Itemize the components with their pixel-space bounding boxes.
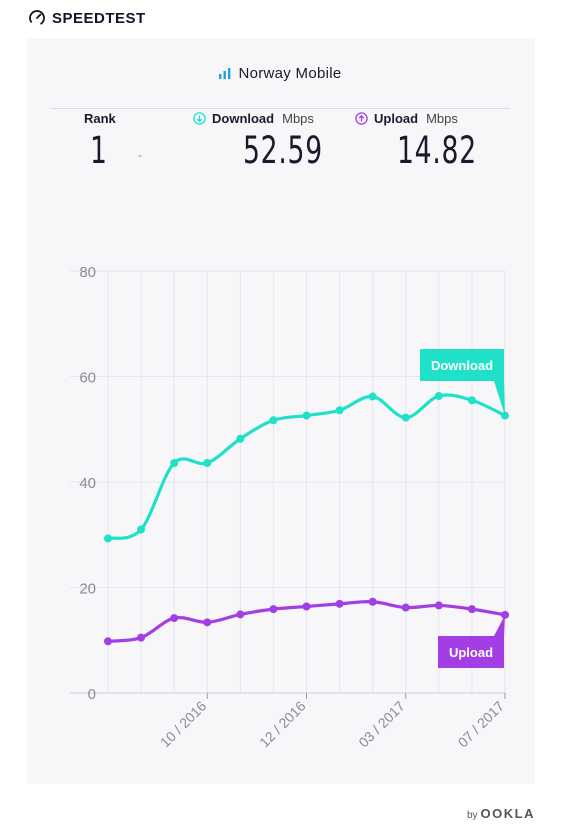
signal-bars-icon: [219, 68, 231, 79]
y-tick-label: 0: [88, 686, 96, 703]
rank-label: Rank: [84, 111, 116, 126]
download-metric: Download Mbps 52.59: [193, 111, 354, 172]
upload-callout-label: Upload: [449, 645, 493, 660]
upload-data-point: [170, 614, 179, 623]
download-data-point: [269, 416, 278, 425]
x-tick-label: 07 / 2017: [455, 698, 508, 751]
upload-arrow-icon: [355, 112, 368, 125]
download-data-point: [137, 525, 146, 534]
download-data-point: [434, 392, 443, 401]
upload-data-point: [203, 618, 212, 627]
upload-data-point: [236, 610, 245, 619]
upload-data-point: [401, 603, 410, 612]
download-data-point: [368, 392, 377, 401]
upload-data-point: [137, 633, 146, 642]
download-data-point: [335, 406, 344, 415]
y-tick-label: 80: [79, 264, 96, 281]
by-text: by: [466, 810, 478, 821]
upload-data-point: [434, 601, 443, 610]
upload-data-point: [467, 605, 476, 614]
upload-data-point: [302, 602, 311, 611]
y-tick-label: 60: [79, 370, 96, 387]
upload-callout-pointer: [494, 614, 505, 636]
x-tick-label: 12 / 2016: [256, 698, 309, 751]
download-data-point: [170, 459, 179, 468]
download-arrow-icon: [193, 112, 206, 125]
download-callout-pointer: [494, 381, 505, 416]
market-name: Norway Mobile: [238, 65, 342, 82]
ookla-logo: OOKLA: [480, 806, 535, 821]
upload-data-point: [269, 605, 278, 614]
download-callout-label: Download: [431, 358, 493, 373]
upload-data-point: [368, 597, 377, 606]
ookla-attribution[interactable]: by OOKLA: [467, 806, 535, 821]
x-tick-label: 10 / 2016: [157, 698, 210, 751]
x-tick-label: 03 / 2017: [355, 698, 408, 751]
download-unit: Mbps: [282, 111, 314, 126]
card-title: Norway Mobile: [26, 65, 535, 82]
download-data-point: [302, 411, 311, 420]
rank-value: 1: [90, 129, 108, 172]
upload-unit: Mbps: [426, 111, 458, 126]
download-data-point: [236, 434, 245, 443]
y-tick-label: 20: [79, 581, 96, 598]
brand-name: SPEEDTEST: [52, 9, 146, 27]
download-data-point: [401, 413, 410, 422]
download-data-point: [467, 396, 476, 405]
speedtest-logo[interactable]: SPEEDTEST: [28, 9, 146, 27]
rank-change: -: [138, 148, 142, 162]
rank-metric: Rank 1: [84, 111, 116, 172]
download-label: Download: [212, 111, 275, 126]
upload-data-point: [104, 637, 112, 646]
y-tick-label: 40: [79, 475, 96, 492]
title-divider: [51, 108, 510, 109]
download-callout-box: [420, 349, 504, 381]
download-data-point: [203, 459, 212, 468]
download-value: 52.59: [243, 129, 323, 172]
upload-callout-box: [438, 636, 504, 668]
upload-value: 14.82: [397, 129, 477, 172]
upload-metric: Upload Mbps 14.82: [355, 111, 508, 172]
download-data-point: [104, 534, 112, 543]
upload-data-point: [335, 599, 344, 608]
gauge-icon: [29, 10, 45, 26]
upload-label: Upload: [374, 111, 419, 126]
